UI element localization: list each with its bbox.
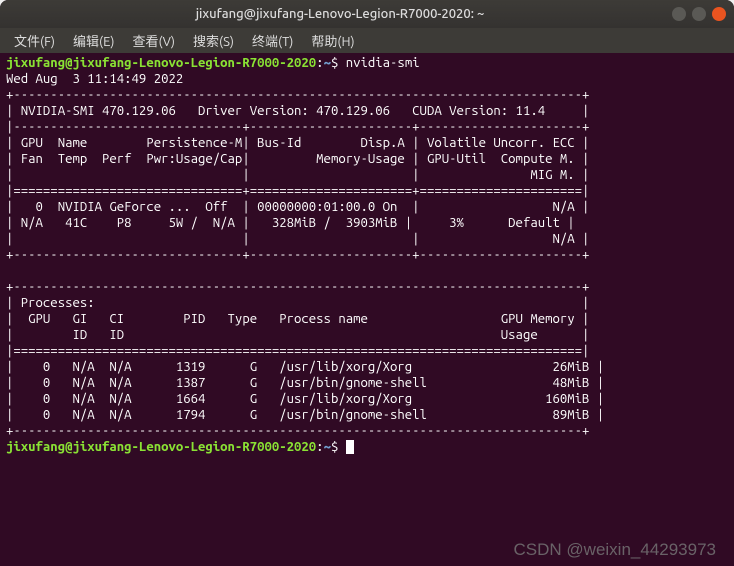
menu-view[interactable]: 查看(V) <box>125 29 183 52</box>
menu-terminal[interactable]: 终端(T) <box>244 29 301 52</box>
close-button[interactable] <box>712 7 726 21</box>
titlebar[interactable]: jixufang@jixufang-Lenovo-Legion-R7000-20… <box>0 0 734 28</box>
menu-help[interactable]: 帮助(H) <box>303 29 362 52</box>
menu-edit[interactable]: 编辑(E) <box>65 29 122 52</box>
menubar: 文件(F) 编辑(E) 查看(V) 搜索(S) 终端(T) 帮助(H) <box>0 28 734 53</box>
terminal-window: jixufang@jixufang-Lenovo-Legion-R7000-20… <box>0 0 734 566</box>
cursor <box>346 440 354 454</box>
menu-file[interactable]: 文件(F) <box>6 29 63 52</box>
menu-search[interactable]: 搜索(S) <box>185 29 242 52</box>
window-buttons <box>672 7 726 21</box>
watermark: CSDN @weixin_44293973 <box>514 540 716 560</box>
terminal-output[interactable]: jixufang@jixufang-Lenovo-Legion-R7000-20… <box>0 53 734 566</box>
maximize-button[interactable] <box>692 7 706 21</box>
window-title: jixufang@jixufang-Lenovo-Legion-R7000-20… <box>8 7 672 21</box>
minimize-button[interactable] <box>672 7 686 21</box>
